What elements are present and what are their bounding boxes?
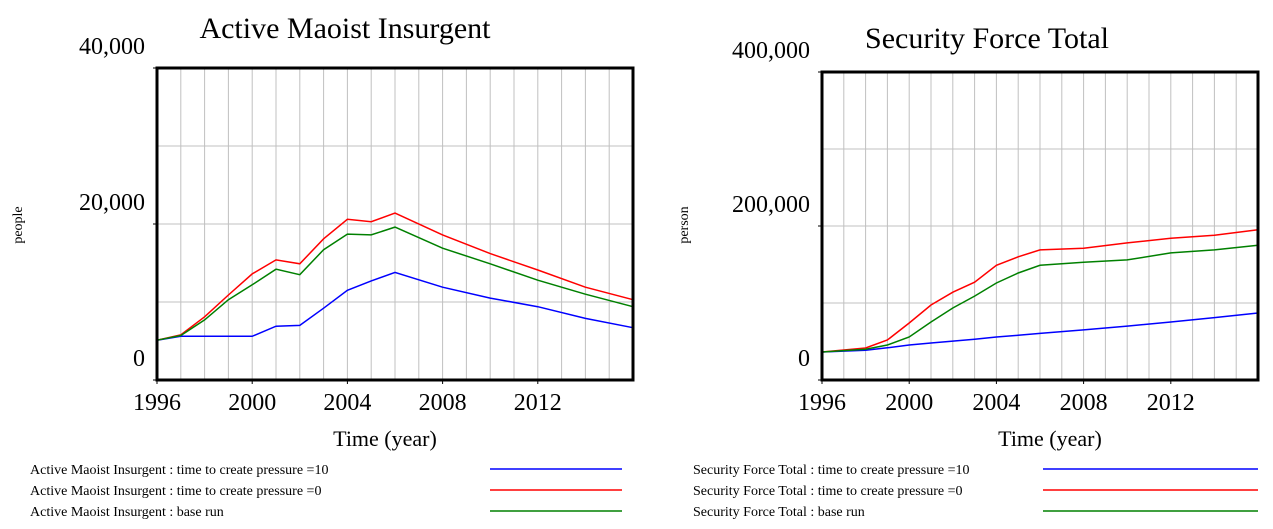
- series-line: [821, 312, 1259, 353]
- y-tick-label: 200,000: [732, 192, 810, 218]
- series-line: [821, 229, 1259, 353]
- plot-frame: [155, 66, 635, 382]
- series-line: [156, 212, 634, 341]
- x-tick-label: 2012: [1147, 390, 1195, 416]
- x-axis-label: Time (year): [333, 426, 437, 451]
- plot-frame: [820, 70, 1260, 382]
- legend-label: Active Maoist Insurgent : base run: [30, 505, 224, 520]
- series-line: [156, 226, 634, 341]
- x-tick-label: 2000: [228, 390, 276, 416]
- y-tick-label: 40,000: [79, 34, 145, 60]
- y-tick-label: 0: [798, 346, 810, 372]
- y-axis-label: people: [11, 206, 26, 243]
- x-axis-label: Time (year): [998, 426, 1102, 451]
- series-line: [156, 271, 634, 341]
- legend-label: Active Maoist Insurgent : time to create…: [30, 463, 328, 478]
- y-tick-label: 400,000: [732, 38, 810, 64]
- x-tick-label: 2004: [972, 390, 1020, 416]
- legend-label: Active Maoist Insurgent : time to create…: [30, 484, 321, 499]
- x-tick-label: 1996: [133, 390, 181, 416]
- chart-title: Active Maoist Insurgent: [199, 12, 491, 45]
- legend-label: Security Force Total : base run: [693, 505, 865, 520]
- y-axis-label: person: [677, 206, 692, 243]
- x-tick-label: 1996: [798, 390, 846, 416]
- chart-title: Security Force Total: [865, 22, 1109, 55]
- series-line: [821, 244, 1259, 353]
- x-tick-label: 2008: [419, 390, 467, 416]
- legend-label: Security Force Total : time to create pr…: [693, 484, 962, 499]
- legend-label: Security Force Total : time to create pr…: [693, 463, 969, 478]
- x-tick-label: 2000: [885, 390, 933, 416]
- y-tick-label: 0: [133, 346, 145, 372]
- x-tick-label: 2008: [1060, 390, 1108, 416]
- x-tick-label: 2004: [323, 390, 371, 416]
- x-tick-label: 2012: [514, 390, 562, 416]
- y-tick-label: 20,000: [79, 190, 145, 216]
